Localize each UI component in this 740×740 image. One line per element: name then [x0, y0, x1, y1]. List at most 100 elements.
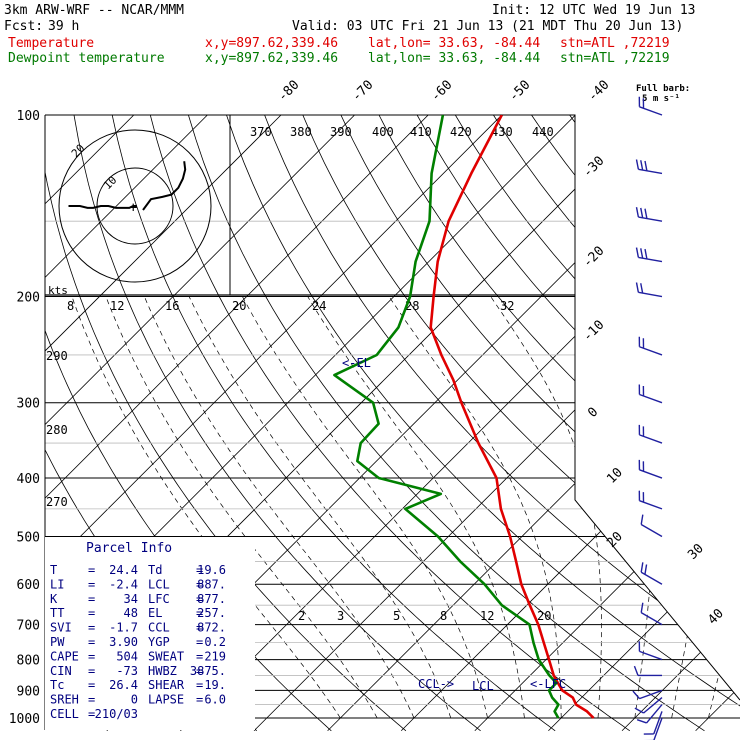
dry-adiabat-line — [302, 115, 740, 732]
dry-adiabat-line — [454, 115, 740, 732]
wind-barb-flag — [640, 248, 644, 259]
parcel-info-eq: = — [196, 592, 203, 606]
mixing-ratio-label: 16 — [165, 299, 179, 313]
parcel-info-eq: = — [88, 678, 95, 692]
moist-adiabat-line — [490, 296, 602, 719]
parcel-info-key: T — [50, 563, 57, 577]
parcel-info-key: CELL — [50, 707, 79, 721]
parcel-info-value: 24.4 — [109, 563, 138, 577]
theta-e-label: 380 — [290, 125, 312, 139]
dry-adiabat-line — [683, 115, 740, 732]
parcel-info-key: PW — [50, 635, 65, 649]
parcel-info-value: 504 — [116, 649, 138, 663]
wind-barb — [640, 611, 663, 626]
parcel-info-eq: = — [88, 664, 95, 678]
pressure-label: 300 — [17, 397, 40, 412]
hodograph-trace — [142, 161, 187, 211]
parcel-info-key: Td — [148, 563, 162, 577]
isotherm-line — [621, 115, 740, 732]
parcel-info-key: LI — [50, 577, 64, 591]
parcel-info-value: 48 — [124, 606, 138, 620]
dry-adiabat-label: 290 — [46, 349, 68, 363]
parcel-info-value: 3875. — [190, 664, 226, 678]
wind-barb-flag — [632, 690, 640, 700]
parcel-info-key: YGP — [148, 635, 170, 649]
temperature-xy: x,y=897.62,339.46 — [205, 36, 339, 51]
wind-barb — [653, 711, 663, 735]
mixing-ratio-label: 8 — [67, 299, 74, 313]
theta-e-label: 430 — [491, 125, 513, 139]
dewpoint-latlon: lat,lon= 33.63, -84.44 — [368, 51, 541, 66]
parcel-info-value: 877. — [197, 592, 226, 606]
mixing-ratio-label: 12 — [110, 299, 124, 313]
parcel-info-eq: = — [88, 635, 95, 649]
parcel-info-value: 257. — [197, 606, 226, 620]
parcel-info-eq: = — [196, 693, 203, 707]
parcel-info-key: CCL — [148, 621, 170, 635]
temperature-tick-label: 20 — [604, 529, 626, 551]
dewpoint-profile — [333, 115, 560, 719]
parcel-info-eq: = — [88, 693, 95, 707]
isotherm-line — [45, 115, 429, 732]
parcel-info-key: CAPE — [50, 649, 79, 663]
parcel-info-value: 19. — [204, 678, 226, 692]
pressure-label: 400 — [17, 472, 40, 487]
theta-e-label: 440 — [532, 125, 554, 139]
wind-barb-flag — [636, 718, 647, 724]
mixing-ratio-label: 24 — [312, 299, 326, 313]
temperature-tick-label: -60 — [428, 78, 455, 105]
isotherm-line — [548, 115, 740, 732]
wind-barb-flag — [644, 208, 648, 219]
isotherm-line — [253, 115, 740, 732]
parcel-info-key: SREH — [50, 693, 79, 707]
wind-barb-flag — [640, 207, 644, 218]
parcel-info-key: SVI — [50, 621, 72, 635]
dewpoint-stn: stn=ATL ,72219 — [560, 51, 670, 66]
isotherm-line — [474, 115, 740, 732]
parcel-info-eq: = — [196, 678, 203, 692]
parcel-info-eq: = — [196, 649, 203, 663]
parcel-info-eq: = — [196, 621, 203, 635]
mixing-ratio-label: 32 — [500, 299, 514, 313]
model-title: 3km ARW-WRF -- NCAR/MMM — [4, 3, 185, 18]
wind-barb-flag — [635, 159, 640, 170]
dry-adiabat-line — [531, 115, 740, 732]
isotherm-line — [180, 115, 740, 732]
dry-adiabat-line — [607, 115, 740, 732]
parcel-info-value: 210/03 — [95, 707, 138, 721]
parcel-info-value: 6.0 — [204, 693, 226, 707]
hodograph-ring-outer — [58, 129, 212, 283]
parcel-info-key: SHEAR — [148, 678, 185, 692]
fcst-value: 39 h — [48, 19, 80, 34]
theta-e-label: 400 — [372, 125, 394, 139]
parcel-info-key: LCL — [148, 577, 170, 591]
hodograph-ring-label: 10 — [101, 174, 120, 193]
parcel-info-eq: = — [88, 707, 95, 721]
dry-adiabat-line — [569, 115, 740, 732]
dry-adiabat-line — [493, 115, 740, 732]
parcel-info-key: TT — [50, 606, 64, 620]
parcel-info-value: 219 — [204, 649, 226, 663]
isotherm-line — [45, 115, 503, 732]
parcel-info-value: 19.6 — [197, 563, 226, 577]
parcel-info-value: 3.90 — [109, 635, 138, 649]
parcel-info-eq: = — [88, 577, 95, 591]
wind-barb — [639, 650, 663, 661]
parcel-info-value: 872. — [197, 621, 226, 635]
parcel-info-key: LAPSE — [148, 693, 184, 707]
parcel-info-eq: = — [88, 621, 95, 635]
wind-barb-flag — [640, 514, 644, 525]
parcel-info-value: 34 — [124, 592, 138, 606]
parcel-info-eq: = — [196, 635, 203, 649]
dewpoint-xy: x,y=897.62,339.46 — [205, 51, 339, 66]
mixing-ratio-label: 5 — [393, 609, 400, 623]
full-barb-units: 5 m s⁻¹ — [642, 94, 680, 104]
wind-barb — [639, 689, 663, 700]
dry-adiabat-line — [73, 115, 481, 732]
ccl-annotation: CCL-> — [418, 677, 454, 691]
el-annotation: <-EL — [342, 356, 371, 370]
wind-barb — [643, 697, 663, 714]
pressure-label: 600 — [17, 578, 40, 593]
parcel-info-eq: = — [88, 563, 95, 577]
